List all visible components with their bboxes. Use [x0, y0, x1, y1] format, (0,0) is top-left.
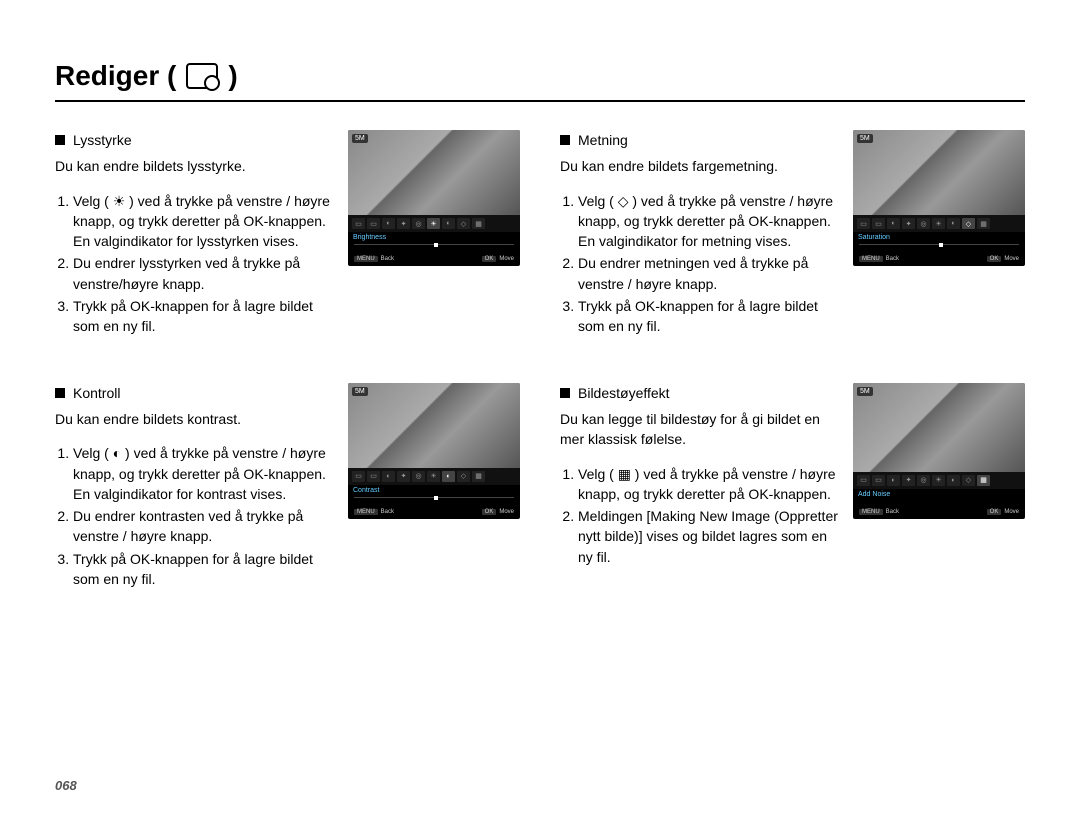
- section-sub: Du kan endre bildets lysstyrke.: [55, 156, 334, 176]
- title-text: Rediger (: [55, 60, 176, 92]
- shot-label: Brightness: [348, 232, 520, 242]
- noise-section: Bildestøyeffekt Du kan legge til bildest…: [560, 383, 1025, 569]
- step: Trykk på OK-knappen for å lagre bildet s…: [73, 549, 334, 590]
- screenshot-contrast: 5M ▭▭◐✦◎☀◐◇▦ Contrast MENUBackOKMove: [348, 383, 520, 519]
- contrast-section: Kontroll Du kan endre bildets kontrast. …: [55, 383, 520, 592]
- step: Velg ( ☀ ) ved å trykke på venstre / høy…: [73, 191, 334, 252]
- bullet-icon: [55, 388, 65, 398]
- page: Rediger ( ) Lysstyrke Du kan endre bilde…: [0, 0, 1080, 815]
- screenshot-brightness: 5M ▭▭◐✦◎☀◐◇▦ Brightness MENUBackOKMove: [348, 130, 520, 266]
- res-tag: 5M: [857, 387, 873, 396]
- bullet-icon: [560, 388, 570, 398]
- steps-list: Velg ( ◇ ) ved å trykke på venstre / høy…: [578, 191, 839, 337]
- saturation-section: Metning Du kan endre bildets fargemetnin…: [560, 130, 1025, 339]
- section-heading: Metning: [578, 130, 628, 150]
- right-column: Metning Du kan endre bildets fargemetnin…: [560, 130, 1025, 635]
- step: Du endrer kontrasten ved å trykke på ven…: [73, 506, 334, 547]
- res-tag: 5M: [352, 387, 368, 396]
- columns: Lysstyrke Du kan endre bildets lysstyrke…: [55, 130, 1025, 635]
- step: Velg ( ◇ ) ved å trykke på venstre / høy…: [578, 191, 839, 252]
- res-tag: 5M: [352, 134, 368, 143]
- steps-list: Velg ( ◐ ) ved å trykke på venstre / høy…: [73, 443, 334, 589]
- edit-icon: [186, 63, 218, 89]
- shot-label: Contrast: [348, 485, 520, 495]
- section-sub: Du kan legge til bildestøy for å gi bild…: [560, 409, 839, 450]
- step: Meldingen [Making New Image (Oppretter n…: [578, 506, 839, 567]
- page-number: 068: [55, 778, 77, 793]
- section-heading: Lysstyrke: [73, 130, 132, 150]
- steps-list: Velg ( ☀ ) ved å trykke på venstre / høy…: [73, 191, 334, 337]
- step: Du endrer metningen ved å trykke på vens…: [578, 253, 839, 294]
- shot-label: Add Noise: [853, 489, 1025, 499]
- page-title: Rediger ( ): [55, 60, 1025, 102]
- step: Trykk på OK-knappen for å lagre bildet s…: [578, 296, 839, 337]
- screenshot-noise: 5M ▭▭◐✦◎☀◐◇▦ Add Noise MENUBackOKMove: [853, 383, 1025, 519]
- step: Trykk på OK-knappen for å lagre bildet s…: [73, 296, 334, 337]
- section-sub: Du kan endre bildets kontrast.: [55, 409, 334, 429]
- steps-list: Velg ( ▦ ) ved å trykke på venstre / høy…: [578, 464, 839, 567]
- step: Du endrer lysstyrken ved å trykke på ven…: [73, 253, 334, 294]
- section-heading: Kontroll: [73, 383, 120, 403]
- section-heading: Bildestøyeffekt: [578, 383, 670, 403]
- screenshot-saturation: 5M ▭▭◐✦◎☀◐◇▦ Saturation MENUBackOKMove: [853, 130, 1025, 266]
- left-column: Lysstyrke Du kan endre bildets lysstyrke…: [55, 130, 520, 635]
- step: Velg ( ▦ ) ved å trykke på venstre / høy…: [578, 464, 839, 505]
- shot-label: Saturation: [853, 232, 1025, 242]
- section-sub: Du kan endre bildets fargemetning.: [560, 156, 839, 176]
- title-close: ): [228, 60, 237, 92]
- bullet-icon: [55, 135, 65, 145]
- bullet-icon: [560, 135, 570, 145]
- step: Velg ( ◐ ) ved å trykke på venstre / høy…: [73, 443, 334, 504]
- brightness-section: Lysstyrke Du kan endre bildets lysstyrke…: [55, 130, 520, 339]
- res-tag: 5M: [857, 134, 873, 143]
